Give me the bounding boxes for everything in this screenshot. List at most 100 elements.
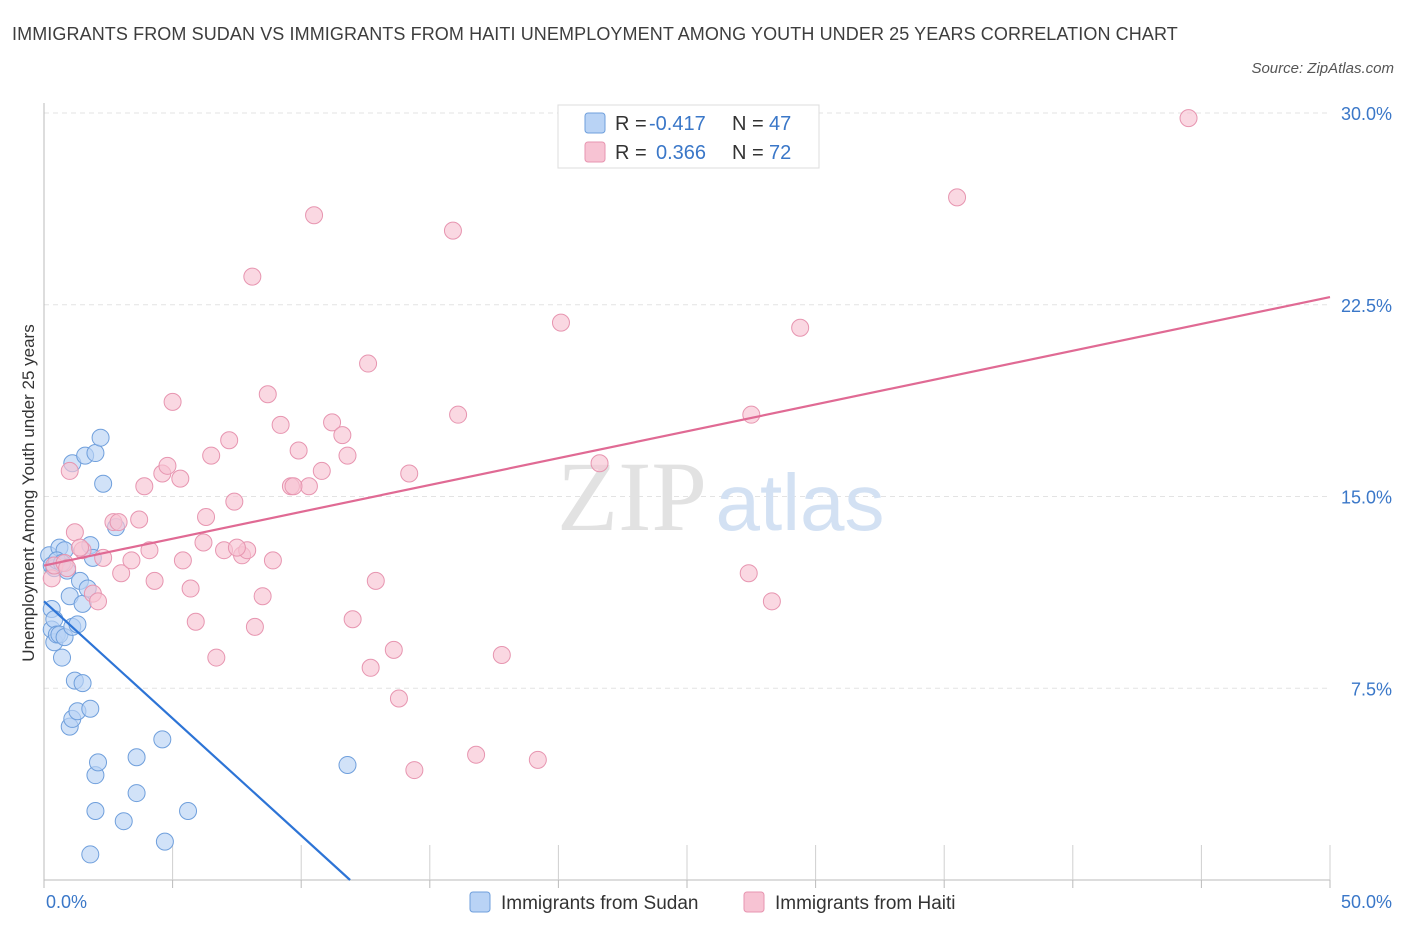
data-point-sudan — [53, 648, 72, 667]
series-legend: Immigrants from Sudan Immigrants from Ha… — [469, 891, 956, 914]
data-point-haiti — [145, 571, 164, 590]
data-point-haiti — [590, 454, 609, 473]
data-point-haiti — [186, 612, 205, 631]
data-point-haiti — [389, 689, 408, 708]
trendlines — [43, 296, 1331, 881]
data-point-sudan — [81, 699, 100, 718]
data-point-haiti — [742, 405, 761, 424]
legend-n-value-sudan: 47 — [769, 113, 791, 135]
data-point-haiti — [739, 564, 758, 583]
chart-title: IMMIGRANTS FROM SUDAN VS IMMIGRANTS FROM… — [12, 24, 1178, 44]
data-point-haiti — [443, 221, 462, 240]
legend-row-haiti: R = 0.366 N = 72 — [584, 141, 791, 164]
series-legend-swatch-sudan — [469, 891, 491, 913]
data-point-haiti — [122, 551, 141, 570]
data-point-sudan — [94, 474, 113, 493]
data-point-haiti — [65, 523, 84, 542]
legend-n-value-haiti: 72 — [769, 142, 791, 164]
y-tick-label: 7.5% — [1351, 679, 1392, 699]
data-point-sudan — [114, 812, 133, 831]
data-point-haiti — [181, 579, 200, 598]
data-point-haiti — [140, 541, 159, 560]
data-point-haiti — [338, 446, 357, 465]
y-tick-label: 22.5% — [1341, 296, 1392, 316]
data-point-haiti — [89, 592, 108, 611]
data-point-haiti — [71, 538, 90, 557]
x-tick-label-min: 0.0% — [46, 892, 87, 912]
data-point-haiti — [202, 446, 221, 465]
x-tick-label-max: 50.0% — [1341, 892, 1392, 912]
data-point-haiti — [305, 206, 324, 225]
data-point-haiti — [359, 354, 378, 373]
data-point-haiti — [384, 640, 403, 659]
legend-row-sudan: R = -0.417 N = 47 — [584, 112, 791, 135]
data-point-sudan — [155, 832, 174, 851]
data-point-haiti — [366, 571, 385, 590]
data-point-haiti — [333, 426, 352, 445]
source-label: Source: ZipAtlas.com — [1251, 60, 1394, 77]
data-point-haiti — [135, 477, 154, 496]
data-point-sudan — [89, 753, 108, 772]
data-point-haiti — [171, 469, 190, 488]
y-tick-label: 15.0% — [1341, 488, 1392, 508]
legend-r-value-sudan: -0.417 — [649, 113, 706, 135]
data-point-sudan — [179, 801, 198, 820]
data-point-haiti — [243, 267, 262, 286]
data-point-haiti — [197, 507, 216, 526]
y-axis-title: Unemployment Among Youth under 25 years — [19, 324, 38, 661]
data-point-sudan — [338, 755, 357, 774]
data-point-sudan — [73, 674, 92, 693]
data-point-haiti — [361, 658, 380, 677]
data-point-haiti — [271, 415, 290, 434]
watermark-zip: ZIP — [557, 441, 707, 552]
series-haiti-points — [42, 109, 1198, 780]
gridlines — [44, 112, 1330, 689]
legend-n-label-sudan: N = — [732, 113, 764, 135]
data-point-haiti — [263, 551, 282, 570]
data-point-sudan — [45, 610, 64, 629]
data-point-sudan — [153, 730, 172, 749]
correlation-legend: R = -0.417 N = 47 R = 0.366 N = 72 — [557, 104, 820, 169]
data-point-haiti — [112, 564, 131, 583]
data-point-haiti — [253, 587, 272, 606]
trendline-sudan — [43, 600, 351, 881]
data-point-haiti — [343, 610, 362, 629]
data-point-sudan — [127, 784, 146, 803]
data-point-haiti — [528, 750, 547, 769]
data-point-haiti — [207, 648, 226, 667]
legend-r-value-haiti: 0.366 — [656, 142, 706, 164]
data-point-haiti — [60, 461, 79, 480]
data-point-sudan — [127, 748, 146, 767]
y-tick-label: 30.0% — [1341, 104, 1392, 124]
data-point-haiti — [130, 510, 149, 529]
x-ticks — [43, 845, 1331, 888]
data-point-haiti — [467, 745, 486, 764]
data-point-haiti — [194, 533, 213, 552]
data-point-haiti — [400, 464, 419, 483]
data-point-haiti — [762, 592, 781, 611]
series-legend-label-sudan: Immigrants from Sudan — [501, 893, 698, 914]
data-point-haiti — [245, 617, 264, 636]
data-point-sudan — [91, 428, 110, 447]
trendline-haiti — [43, 296, 1331, 567]
data-point-haiti — [299, 477, 318, 496]
legend-r-label-haiti: R = — [615, 142, 647, 164]
legend-n-label-haiti: N = — [732, 142, 764, 164]
data-point-haiti — [449, 405, 468, 424]
data-point-haiti — [227, 538, 246, 557]
data-point-haiti — [109, 513, 128, 532]
data-point-haiti — [225, 492, 244, 511]
data-point-haiti — [551, 313, 570, 332]
data-point-haiti — [948, 188, 967, 207]
data-point-haiti — [289, 441, 308, 460]
series-legend-swatch-haiti — [743, 891, 765, 913]
data-point-sudan — [81, 845, 100, 864]
data-point-haiti — [492, 646, 511, 665]
data-point-haiti — [220, 431, 239, 450]
data-point-haiti — [173, 551, 192, 570]
legend-swatch-haiti — [584, 141, 606, 163]
data-point-haiti — [791, 318, 810, 337]
data-point-haiti — [163, 392, 182, 411]
data-point-haiti — [405, 761, 424, 780]
